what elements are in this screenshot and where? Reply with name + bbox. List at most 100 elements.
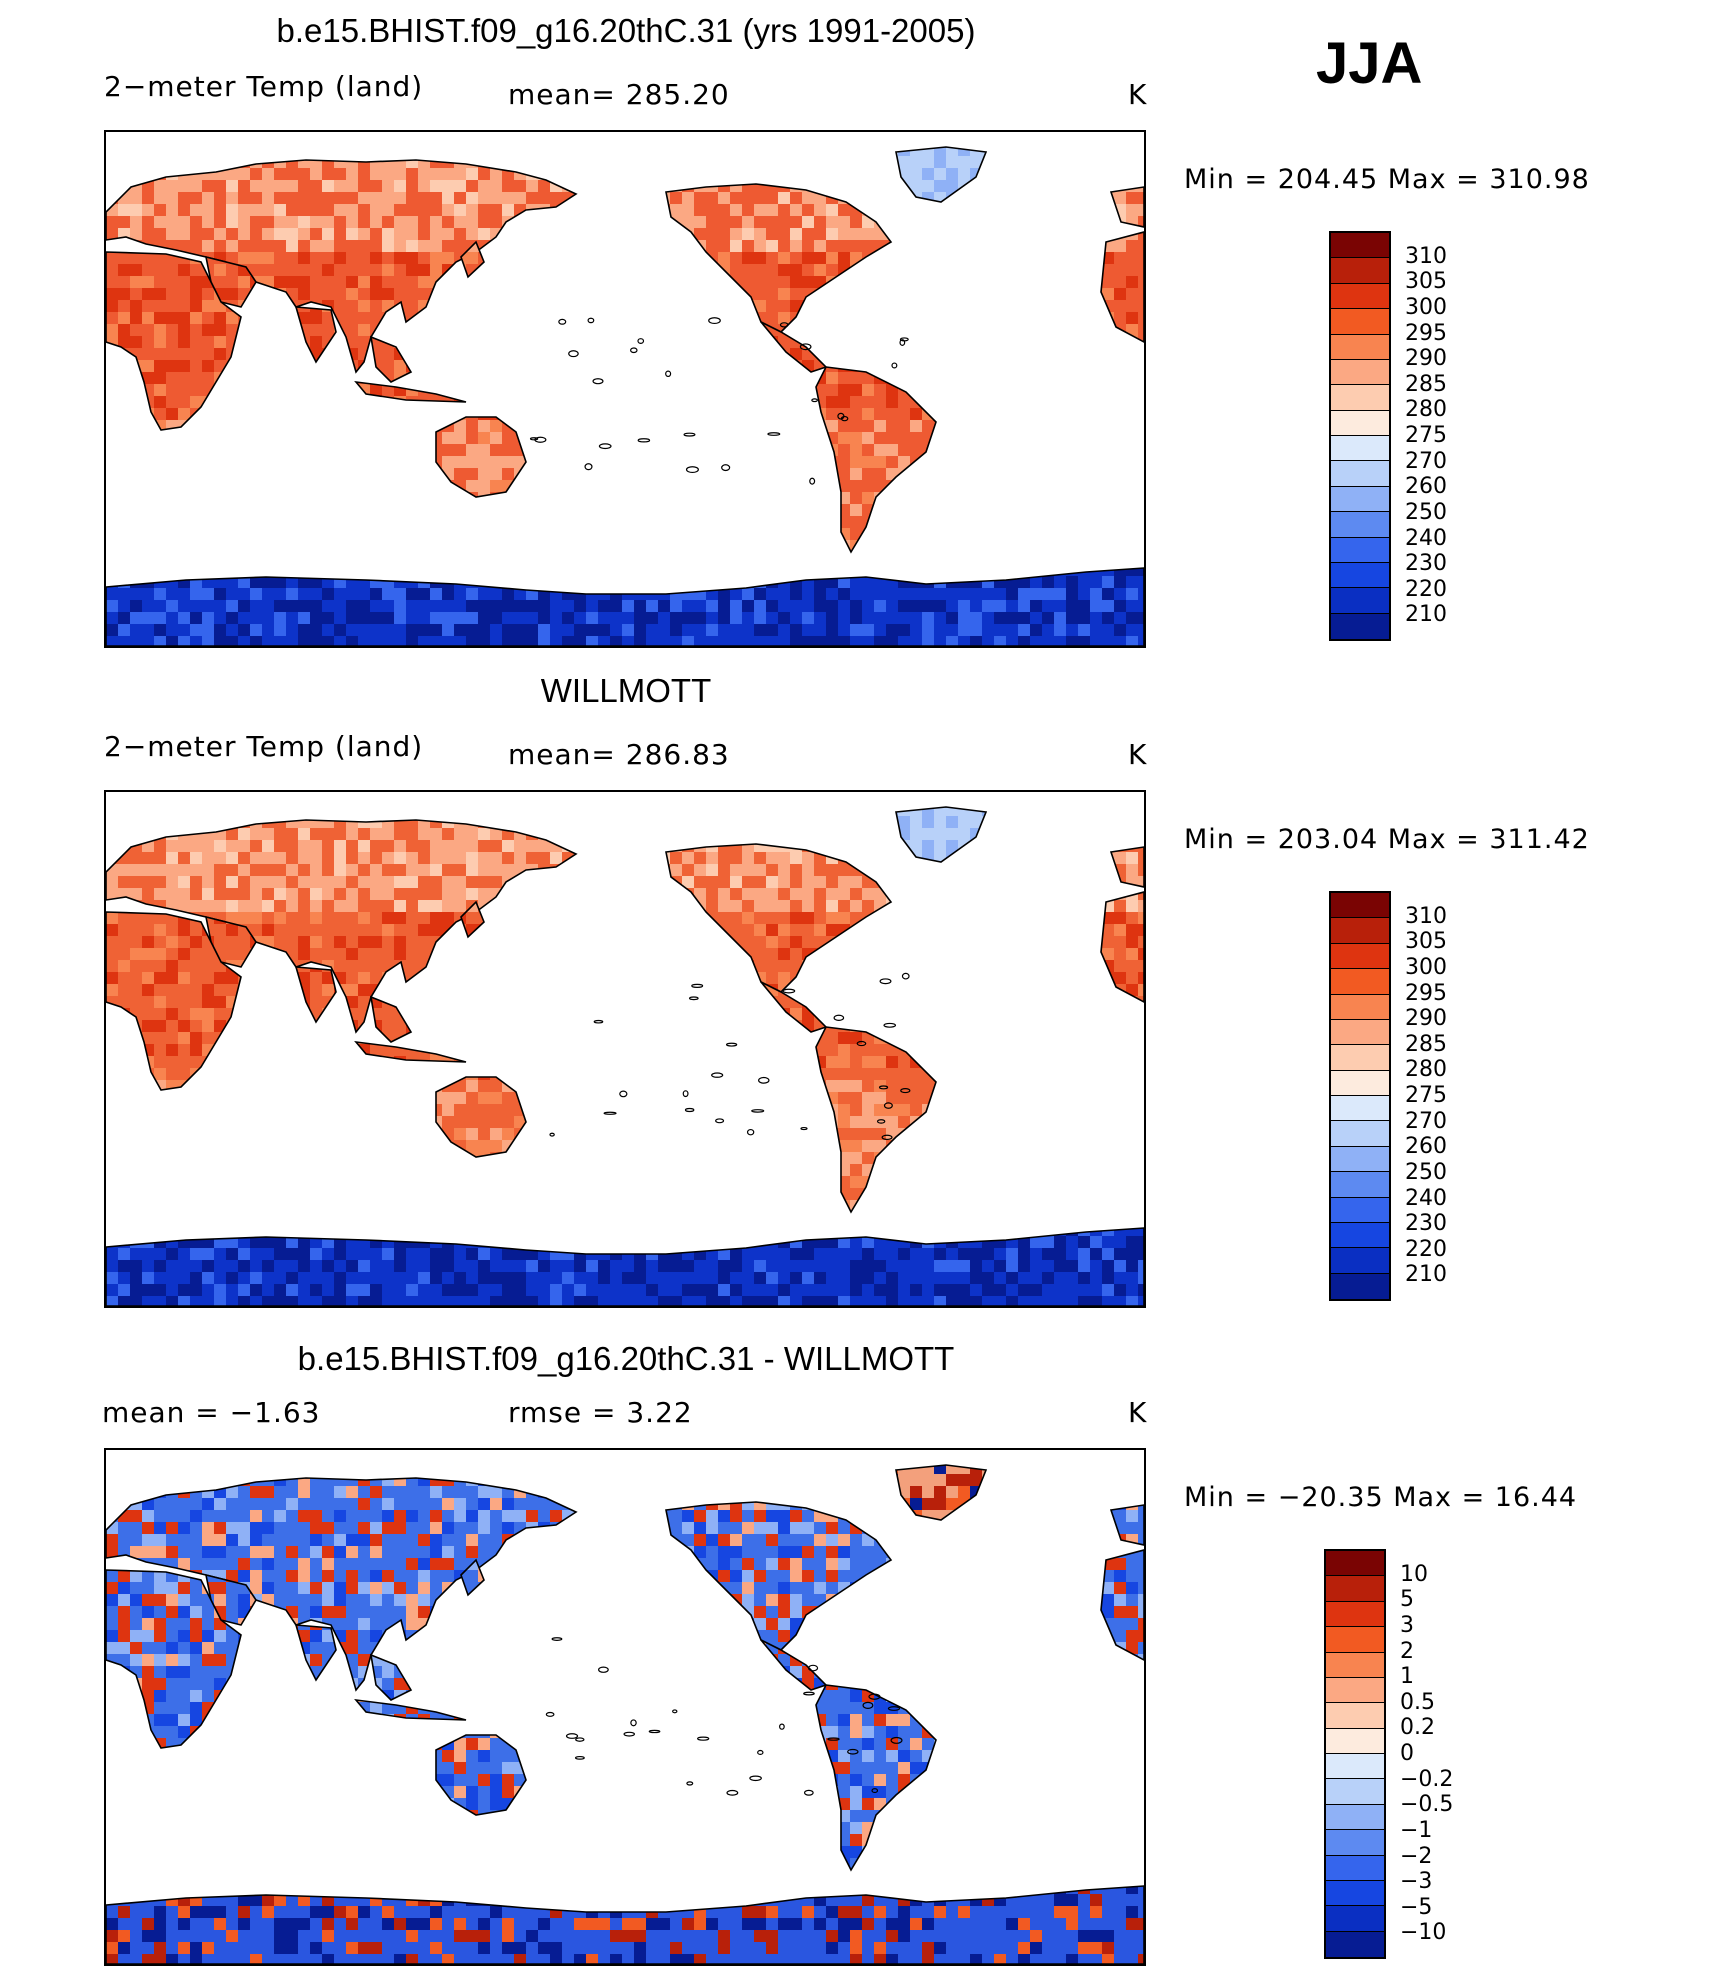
island-outline [546, 1712, 554, 1716]
island-outline [810, 478, 815, 484]
island-outline [716, 1119, 724, 1123]
colorbar-swatch [1331, 385, 1389, 410]
island-outline [692, 984, 703, 987]
island-outline [902, 973, 909, 979]
colorbar-tick-label: 270 [1405, 1109, 1447, 1134]
colorbar-tick-label: 260 [1405, 1134, 1447, 1159]
island-outline [684, 433, 695, 436]
land-eurasia [106, 1450, 1144, 1964]
colorbar-swatch [1331, 258, 1389, 283]
island-outline [673, 1710, 677, 1713]
colorbar-tick-label: 300 [1405, 955, 1447, 980]
colorbar-swatch [1331, 1096, 1389, 1121]
panel-2-colorbar [1329, 891, 1391, 1301]
colorbar-tick-label: 2 [1400, 1639, 1414, 1664]
island-outline [687, 1782, 693, 1785]
island-outline [624, 1732, 634, 1736]
colorbar-swatch [1331, 461, 1389, 486]
colorbar-tick-label: 220 [1405, 577, 1447, 602]
island-outline [569, 351, 578, 357]
colorbar-swatch [1326, 1906, 1384, 1931]
land-eurasia [106, 132, 1144, 646]
island-outline [585, 464, 592, 470]
island-outline [649, 1730, 660, 1732]
island-outline [620, 1091, 627, 1097]
island-outline [638, 339, 644, 344]
island-outline [801, 1128, 807, 1130]
colorbar-swatch [1331, 969, 1389, 994]
colorbar-tick-label: 1 [1400, 1664, 1414, 1689]
colorbar-tick-label: 275 [1405, 1083, 1447, 1108]
panel-2-center-label: mean= 286.83 [508, 738, 730, 771]
colorbar-swatch [1331, 233, 1389, 258]
colorbar-tick-label: −10 [1400, 1920, 1446, 1945]
island-outline [685, 1109, 693, 1112]
colorbar-swatch [1326, 1754, 1384, 1779]
island-outline [638, 439, 649, 442]
colorbar-swatch [1331, 918, 1389, 943]
colorbar-swatch [1331, 1172, 1389, 1197]
island-outline [576, 1757, 585, 1760]
colorbar-tick-label: −2 [1400, 1844, 1432, 1869]
colorbar-tick-label: 210 [1405, 1262, 1447, 1287]
colorbar-swatch [1326, 1805, 1384, 1830]
panel-2-left-label: 2−meter Temp (land) [104, 730, 423, 763]
panel-3-minmax: Min = −20.35 Max = 16.44 [1184, 1482, 1577, 1513]
panel-1-center-label: mean= 285.20 [508, 78, 730, 111]
colorbar-swatch [1331, 588, 1389, 613]
colorbar-swatch [1331, 1274, 1389, 1299]
colorbar-tick-label: 240 [1405, 526, 1447, 551]
island-outline [768, 433, 780, 436]
island-outline [594, 1021, 603, 1023]
panel-2-units: K [1128, 738, 1147, 771]
colorbar-swatch [1331, 309, 1389, 334]
colorbar-swatch [1326, 1653, 1384, 1678]
colorbar-tick-label: 10 [1400, 1562, 1428, 1587]
panel-3-colorbar [1324, 1549, 1386, 1959]
colorbar-swatch [1326, 1881, 1384, 1906]
panel-1-minmax: Min = 204.45 Max = 310.98 [1184, 164, 1590, 195]
island-outline [759, 1078, 769, 1084]
colorbar-tick-label: 300 [1405, 295, 1447, 320]
colorbar-tick-label: 285 [1405, 372, 1447, 397]
island-outline [690, 997, 699, 1000]
island-outline [812, 399, 817, 402]
colorbar-tick-label: 0 [1400, 1741, 1414, 1766]
colorbar-swatch [1326, 1779, 1384, 1804]
colorbar-swatch [1326, 1678, 1384, 1703]
colorbar-tick-label: 285 [1405, 1032, 1447, 1057]
panel-3-title: b.e15.BHIST.f09_g16.20thC.31 - WILLMOTT [0, 1340, 1252, 1378]
island-outline [834, 1015, 843, 1020]
colorbar-swatch [1331, 995, 1389, 1020]
colorbar-tick-label: 230 [1405, 551, 1447, 576]
island-outline [698, 1737, 709, 1740]
season-label: JJA [1316, 30, 1422, 97]
colorbar-swatch [1331, 614, 1389, 639]
colorbar-swatch [1331, 411, 1389, 436]
colorbar-swatch [1331, 1147, 1389, 1172]
colorbar-swatch [1331, 284, 1389, 309]
colorbar-swatch [1331, 487, 1389, 512]
colorbar-tick-label: 270 [1405, 449, 1447, 474]
colorbar-swatch [1331, 436, 1389, 461]
colorbar-tick-label: 3 [1400, 1613, 1414, 1638]
colorbar-tick-label: 290 [1405, 346, 1447, 371]
colorbar-swatch [1326, 1703, 1384, 1728]
colorbar-tick-label: 210 [1405, 602, 1447, 627]
island-outline [559, 319, 566, 324]
panel-1-map [104, 130, 1146, 648]
island-outline [880, 979, 891, 984]
panel-3-center-label: rmse = 3.22 [508, 1396, 693, 1429]
colorbar-tick-label: 290 [1405, 1006, 1447, 1031]
colorbar-tick-label: 295 [1405, 981, 1447, 1006]
island-outline [687, 467, 699, 473]
colorbar-swatch [1331, 538, 1389, 563]
colorbar-swatch [1331, 360, 1389, 385]
island-outline [712, 1073, 723, 1077]
colorbar-tick-label: 240 [1405, 1186, 1447, 1211]
island-outline [748, 1130, 754, 1135]
colorbar-swatch [1331, 1045, 1389, 1070]
panel-1-units: K [1128, 78, 1147, 111]
island-outline [550, 1133, 554, 1136]
island-outline [727, 1791, 738, 1796]
